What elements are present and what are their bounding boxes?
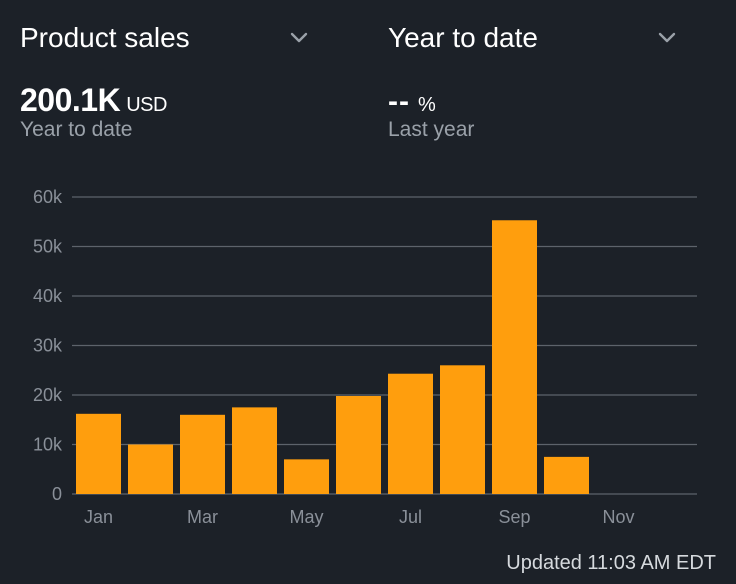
updated-timestamp: Updated 11:03 AM EDT: [506, 552, 716, 574]
period-dropdown[interactable]: Year to date: [388, 18, 678, 58]
y-tick-label: 10k: [33, 435, 63, 455]
y-tick-label: 20k: [33, 385, 63, 405]
change-percent-unit: %: [417, 94, 436, 116]
sales-total-caption: Year to date: [20, 118, 133, 141]
y-tick-label: 50k: [33, 237, 63, 257]
bar-sep: [492, 220, 537, 494]
y-tick-label: 0: [52, 484, 62, 504]
bar-jun: [336, 395, 381, 494]
y-tick-label: 40k: [33, 286, 63, 306]
change-percent: --%: [388, 82, 436, 119]
bar-jan: [76, 413, 121, 494]
x-tick-label: Mar: [187, 507, 218, 527]
chevron-down-icon: [658, 32, 676, 43]
sales-total-unit: USD: [126, 94, 167, 116]
sales-bar-chart: 0 10k 20k 30k 40k 50k 60k Jan Mar May Jul Sep Nov: [33, 187, 697, 527]
bar-aug: [440, 365, 485, 494]
bar-oct: [544, 456, 589, 494]
y-tick-label: 60k: [33, 187, 63, 207]
x-tick-label: Jul: [399, 507, 422, 527]
x-tick-label: Nov: [602, 507, 634, 527]
bar-may: [284, 459, 329, 494]
sales-total: 200.1K USD: [20, 82, 167, 119]
change-percent-value: --: [388, 85, 410, 118]
x-tick-label: Jan: [84, 507, 113, 527]
sales-total-value: 200.1K: [20, 82, 121, 118]
bar-mar: [180, 414, 225, 494]
chevron-down-icon: [290, 32, 308, 43]
change-percent-caption: Last year: [388, 118, 475, 141]
bar-feb: [128, 444, 173, 494]
x-tick-label: Sep: [498, 507, 530, 527]
bar-jul: [388, 373, 433, 494]
metric-dropdown[interactable]: Product sales: [20, 18, 310, 58]
metric-dropdown-label: Product sales: [20, 22, 190, 53]
y-tick-label: 30k: [33, 336, 63, 356]
period-dropdown-label: Year to date: [388, 22, 538, 53]
bar-apr: [232, 407, 277, 494]
x-tick-label: May: [289, 507, 323, 527]
